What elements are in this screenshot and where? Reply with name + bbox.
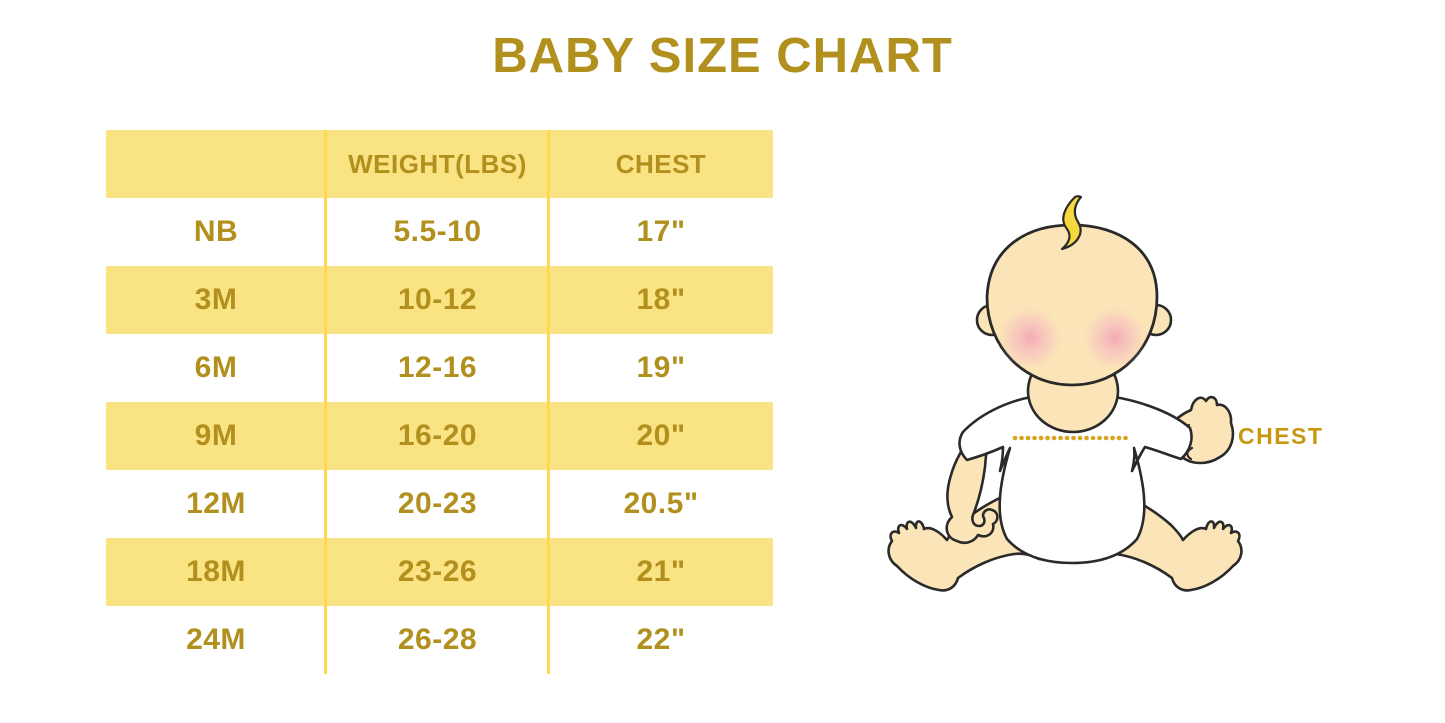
table-header-chest: CHEST [615,149,707,179]
table-row-3m: 3M 10-12 18" [106,266,773,334]
table-cell-weight: 26-28 [397,623,478,656]
table-cell-size: 9M [194,419,238,452]
table-row-9m: 9M 16-20 20" [106,402,773,470]
table-cell-weight: 23-26 [397,555,478,588]
page-title: BABY SIZE CHART [492,29,953,83]
table-cell-size: 18M [186,555,246,588]
baby-hair [1060,195,1083,251]
column-separator [547,130,550,674]
table-cell-chest: 17" [636,215,686,248]
size-table: WEIGHT(LBS) CHEST NB 5.5-10 17" 3M 10-12 18" 6… [106,130,773,674]
table-cell-chest: 20.5" [623,487,699,520]
table-header-weight: WEIGHT(LBS) [348,149,527,179]
baby-figure-svg [887,195,1243,592]
table-cell-chest: 18" [636,283,686,316]
table-cell-size: 24M [186,623,246,656]
chest-annotation-label: CHEST [1238,423,1324,449]
table-row-12m: 12M 20-23 20.5" [106,470,773,538]
table-cell-weight: 5.5-10 [393,215,482,248]
size-table-rows: NB 5.5-10 17" 3M 10-12 18" 6M 12-16 19" 9M 16-20 20… [106,198,773,674]
baby-shirt [958,391,1193,565]
baby-left-blush [999,307,1061,369]
table-header-row: WEIGHT(LBS) CHEST [106,130,773,198]
table-row-18m: 18M 23-26 21" [106,538,773,606]
table-cell-weight: 10-12 [397,283,478,316]
baby-right-blush [1084,307,1146,369]
table-cell-weight: 16-20 [397,419,478,452]
table-cell-size: 6M [194,351,238,384]
table-cell-chest: 19" [636,351,686,384]
table-row-24m: 24M 26-28 22" [106,606,773,674]
table-cell-chest: 21" [636,555,686,588]
table-cell-chest: 22" [636,623,686,656]
table-row-6m: 6M 12-16 19" [106,334,773,402]
table-cell-weight: 12-16 [397,351,478,384]
table-cell-size: NB [193,215,239,248]
table-cell-size: 3M [194,283,238,316]
table-header-size [106,130,326,198]
table-cell-size: 12M [186,487,246,520]
column-separator [324,130,327,674]
table-cell-chest: 20" [636,419,686,452]
table-row-nb: NB 5.5-10 17" [106,198,773,266]
table-cell-weight: 20-23 [397,487,478,520]
baby-illustration [875,185,1255,615]
baby-left-arm [945,433,999,545]
